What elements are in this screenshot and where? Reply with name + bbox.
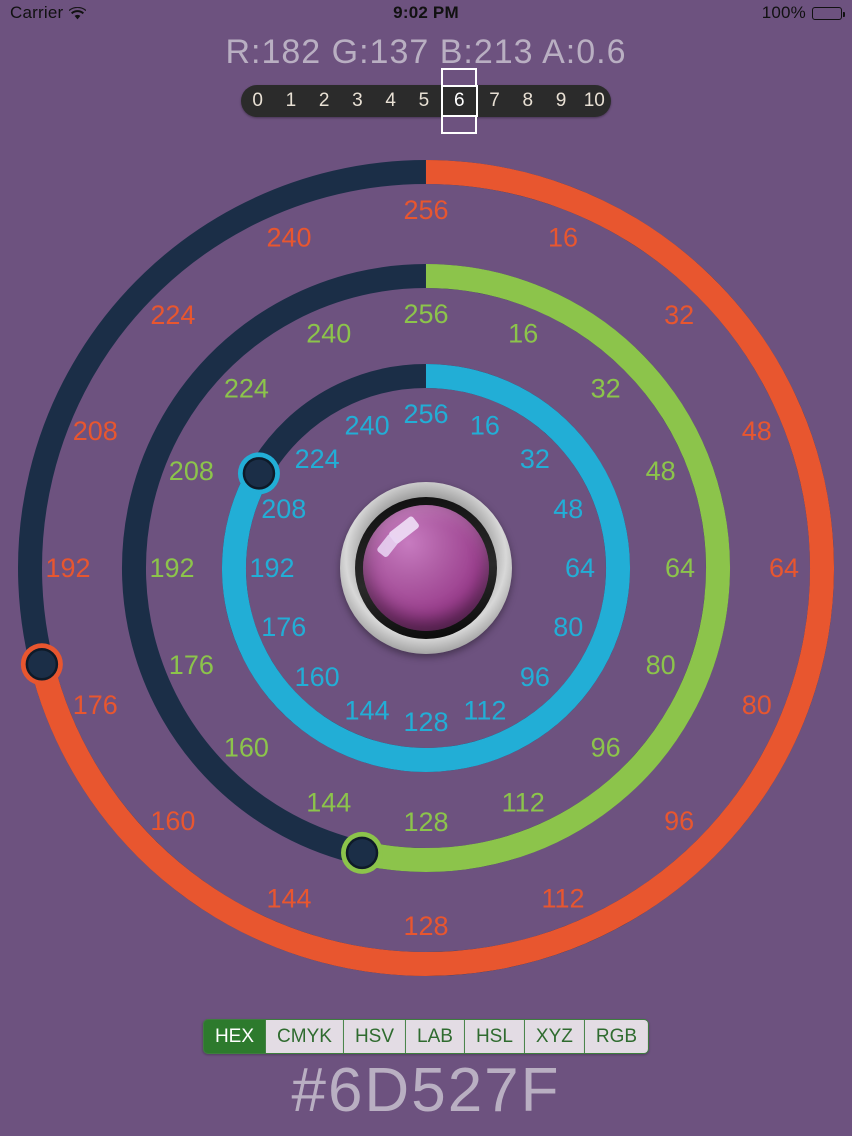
ring-r[interactable]: 2561632486480961121281441601761922082242… xyxy=(17,160,834,976)
tick-label-b-64: 64 xyxy=(565,553,595,583)
segment-hsv[interactable]: HSV xyxy=(343,1020,407,1053)
tick-label-b-96: 96 xyxy=(520,662,550,692)
segment-hsl[interactable]: HSL xyxy=(464,1020,525,1053)
status-bar: Carrier 9:02 PM 100% xyxy=(0,0,852,26)
precision-option-6[interactable]: 6 xyxy=(440,68,478,134)
dial-svg[interactable]: 2561632486480961121281441601761922082242… xyxy=(0,140,852,996)
tick-label-b-240: 240 xyxy=(345,411,390,441)
tick-label-g-32: 32 xyxy=(591,373,621,403)
color-model-segmented-control[interactable]: HEX CMYK HSV LAB HSL XYZ RGB xyxy=(202,1019,650,1054)
segment-cmyk[interactable]: CMYK xyxy=(266,1020,344,1053)
precision-option-2[interactable]: 2 xyxy=(318,90,330,111)
tick-label-b-32: 32 xyxy=(520,444,550,474)
tick-label-b-128: 128 xyxy=(403,707,448,737)
tick-label-g-256: 256 xyxy=(403,299,448,329)
precision-option-10[interactable]: 10 xyxy=(583,90,605,111)
tick-label-b-224: 224 xyxy=(295,444,340,474)
tick-label-r-208: 208 xyxy=(73,416,118,446)
orb-bezel xyxy=(355,497,497,639)
tick-label-g-112: 112 xyxy=(502,788,545,818)
tick-label-r-240: 240 xyxy=(266,222,311,252)
rgb-radial-dial[interactable]: 256 16 32 48 64 80 96 112 128 144 160 176 192 208 224 2… xyxy=(0,140,852,996)
segment-hex[interactable]: HEX xyxy=(203,1020,267,1053)
tick-label-b-112: 112 xyxy=(463,695,506,725)
tick-label-b-144: 144 xyxy=(345,695,390,725)
ring-g[interactable]: 2561632486480961121281441601761922082242… xyxy=(121,264,730,874)
segment-lab[interactable]: LAB xyxy=(406,1020,465,1053)
tick-label-g-240: 240 xyxy=(306,318,351,348)
ring-b[interactable]: 256 1632486480961121281441601761922082242… xyxy=(222,364,630,772)
status-bar-right: 100% xyxy=(761,3,845,23)
tick-label-b-160: 160 xyxy=(295,662,340,692)
tick-label-g-48: 48 xyxy=(646,456,676,486)
precision-option-4[interactable]: 4 xyxy=(385,90,396,111)
status-bar-time: 9:02 PM xyxy=(393,3,459,22)
orb-glass xyxy=(363,505,489,631)
tick-label-b-256: 256 xyxy=(403,399,448,429)
precision-slider[interactable]: 0 1 2 3 4 5 6 7 8 9 10 xyxy=(241,68,611,134)
tick-label-g-224: 224 xyxy=(224,373,269,403)
tick-label-r-256: 256 xyxy=(403,195,448,225)
tick-label-r-224: 224 xyxy=(150,300,195,330)
tick-label-g-64: 64 xyxy=(665,553,695,583)
knob-handle-g[interactable] xyxy=(345,836,379,870)
segment-rgb[interactable]: RGB xyxy=(584,1020,649,1053)
battery-full-icon xyxy=(812,6,845,20)
tick-label-r-48: 48 xyxy=(742,416,772,446)
tick-label-g-128: 128 xyxy=(403,807,448,837)
precision-option-8[interactable]: 8 xyxy=(522,90,534,111)
tick-label-r-80: 80 xyxy=(742,690,772,720)
segment-xyz[interactable]: XYZ xyxy=(524,1020,585,1053)
rgba-readout: R:182 G:137 B:213 A:0.6 xyxy=(225,33,627,71)
precision-option-9[interactable]: 9 xyxy=(555,90,567,111)
color-preview-orb[interactable] xyxy=(340,482,512,654)
ring-value-arc-g[interactable] xyxy=(359,264,730,872)
ring-value-arc-r[interactable] xyxy=(30,160,834,976)
tick-label-r-128: 128 xyxy=(403,911,448,941)
tick-label-b-80: 80 xyxy=(553,612,583,642)
carrier-label: Carrier xyxy=(10,3,64,22)
precision-option-7[interactable]: 7 xyxy=(489,90,500,111)
tick-label-b-208: 208 xyxy=(261,494,306,524)
wifi-icon xyxy=(69,6,87,20)
tick-label-b-16: 16 xyxy=(470,411,500,441)
ring-value-arc-b[interactable] xyxy=(222,364,630,772)
tick-label-r-16: 16 xyxy=(548,222,578,252)
tick-label-g-208: 208 xyxy=(169,456,214,486)
tick-label-r-64: 64 xyxy=(769,553,799,583)
tick-label-g-160: 160 xyxy=(224,733,269,763)
tick-label-g-144: 144 xyxy=(306,788,351,818)
tick-label-r-112: 112 xyxy=(541,884,584,914)
tick-label-r-160: 160 xyxy=(150,806,195,836)
tick-label-b-192: 192 xyxy=(249,553,294,583)
tick-label-b-176: 176 xyxy=(261,612,306,642)
battery-percent-label: 100% xyxy=(761,3,806,22)
tick-label-r-176: 176 xyxy=(73,690,118,720)
tick-label-g-16: 16 xyxy=(508,318,538,348)
hex-value-readout: #6D527F xyxy=(291,1056,561,1125)
tick-label-r-32: 32 xyxy=(664,300,694,330)
tick-label-r-96: 96 xyxy=(664,806,694,836)
tick-label-r-192: 192 xyxy=(45,553,90,583)
tick-label-g-80: 80 xyxy=(646,650,676,680)
precision-option-3[interactable]: 3 xyxy=(352,90,363,111)
precision-option-5[interactable]: 5 xyxy=(418,90,430,111)
status-bar-left: Carrier xyxy=(10,3,87,23)
precision-option-1[interactable]: 1 xyxy=(285,90,297,111)
precision-option-0[interactable]: 0 xyxy=(252,90,263,111)
stepper-down-box[interactable] xyxy=(441,117,478,134)
tick-label-g-96: 96 xyxy=(591,733,621,763)
knob-handle-r[interactable] xyxy=(25,647,59,681)
tick-label-g-176: 176 xyxy=(169,650,214,680)
stepper-up-box[interactable] xyxy=(441,68,478,85)
tick-label-g-192: 192 xyxy=(149,553,194,583)
tick-label-b-48: 48 xyxy=(553,494,583,524)
tick-label-r-144: 144 xyxy=(266,884,311,914)
knob-handle-b[interactable] xyxy=(242,457,276,490)
